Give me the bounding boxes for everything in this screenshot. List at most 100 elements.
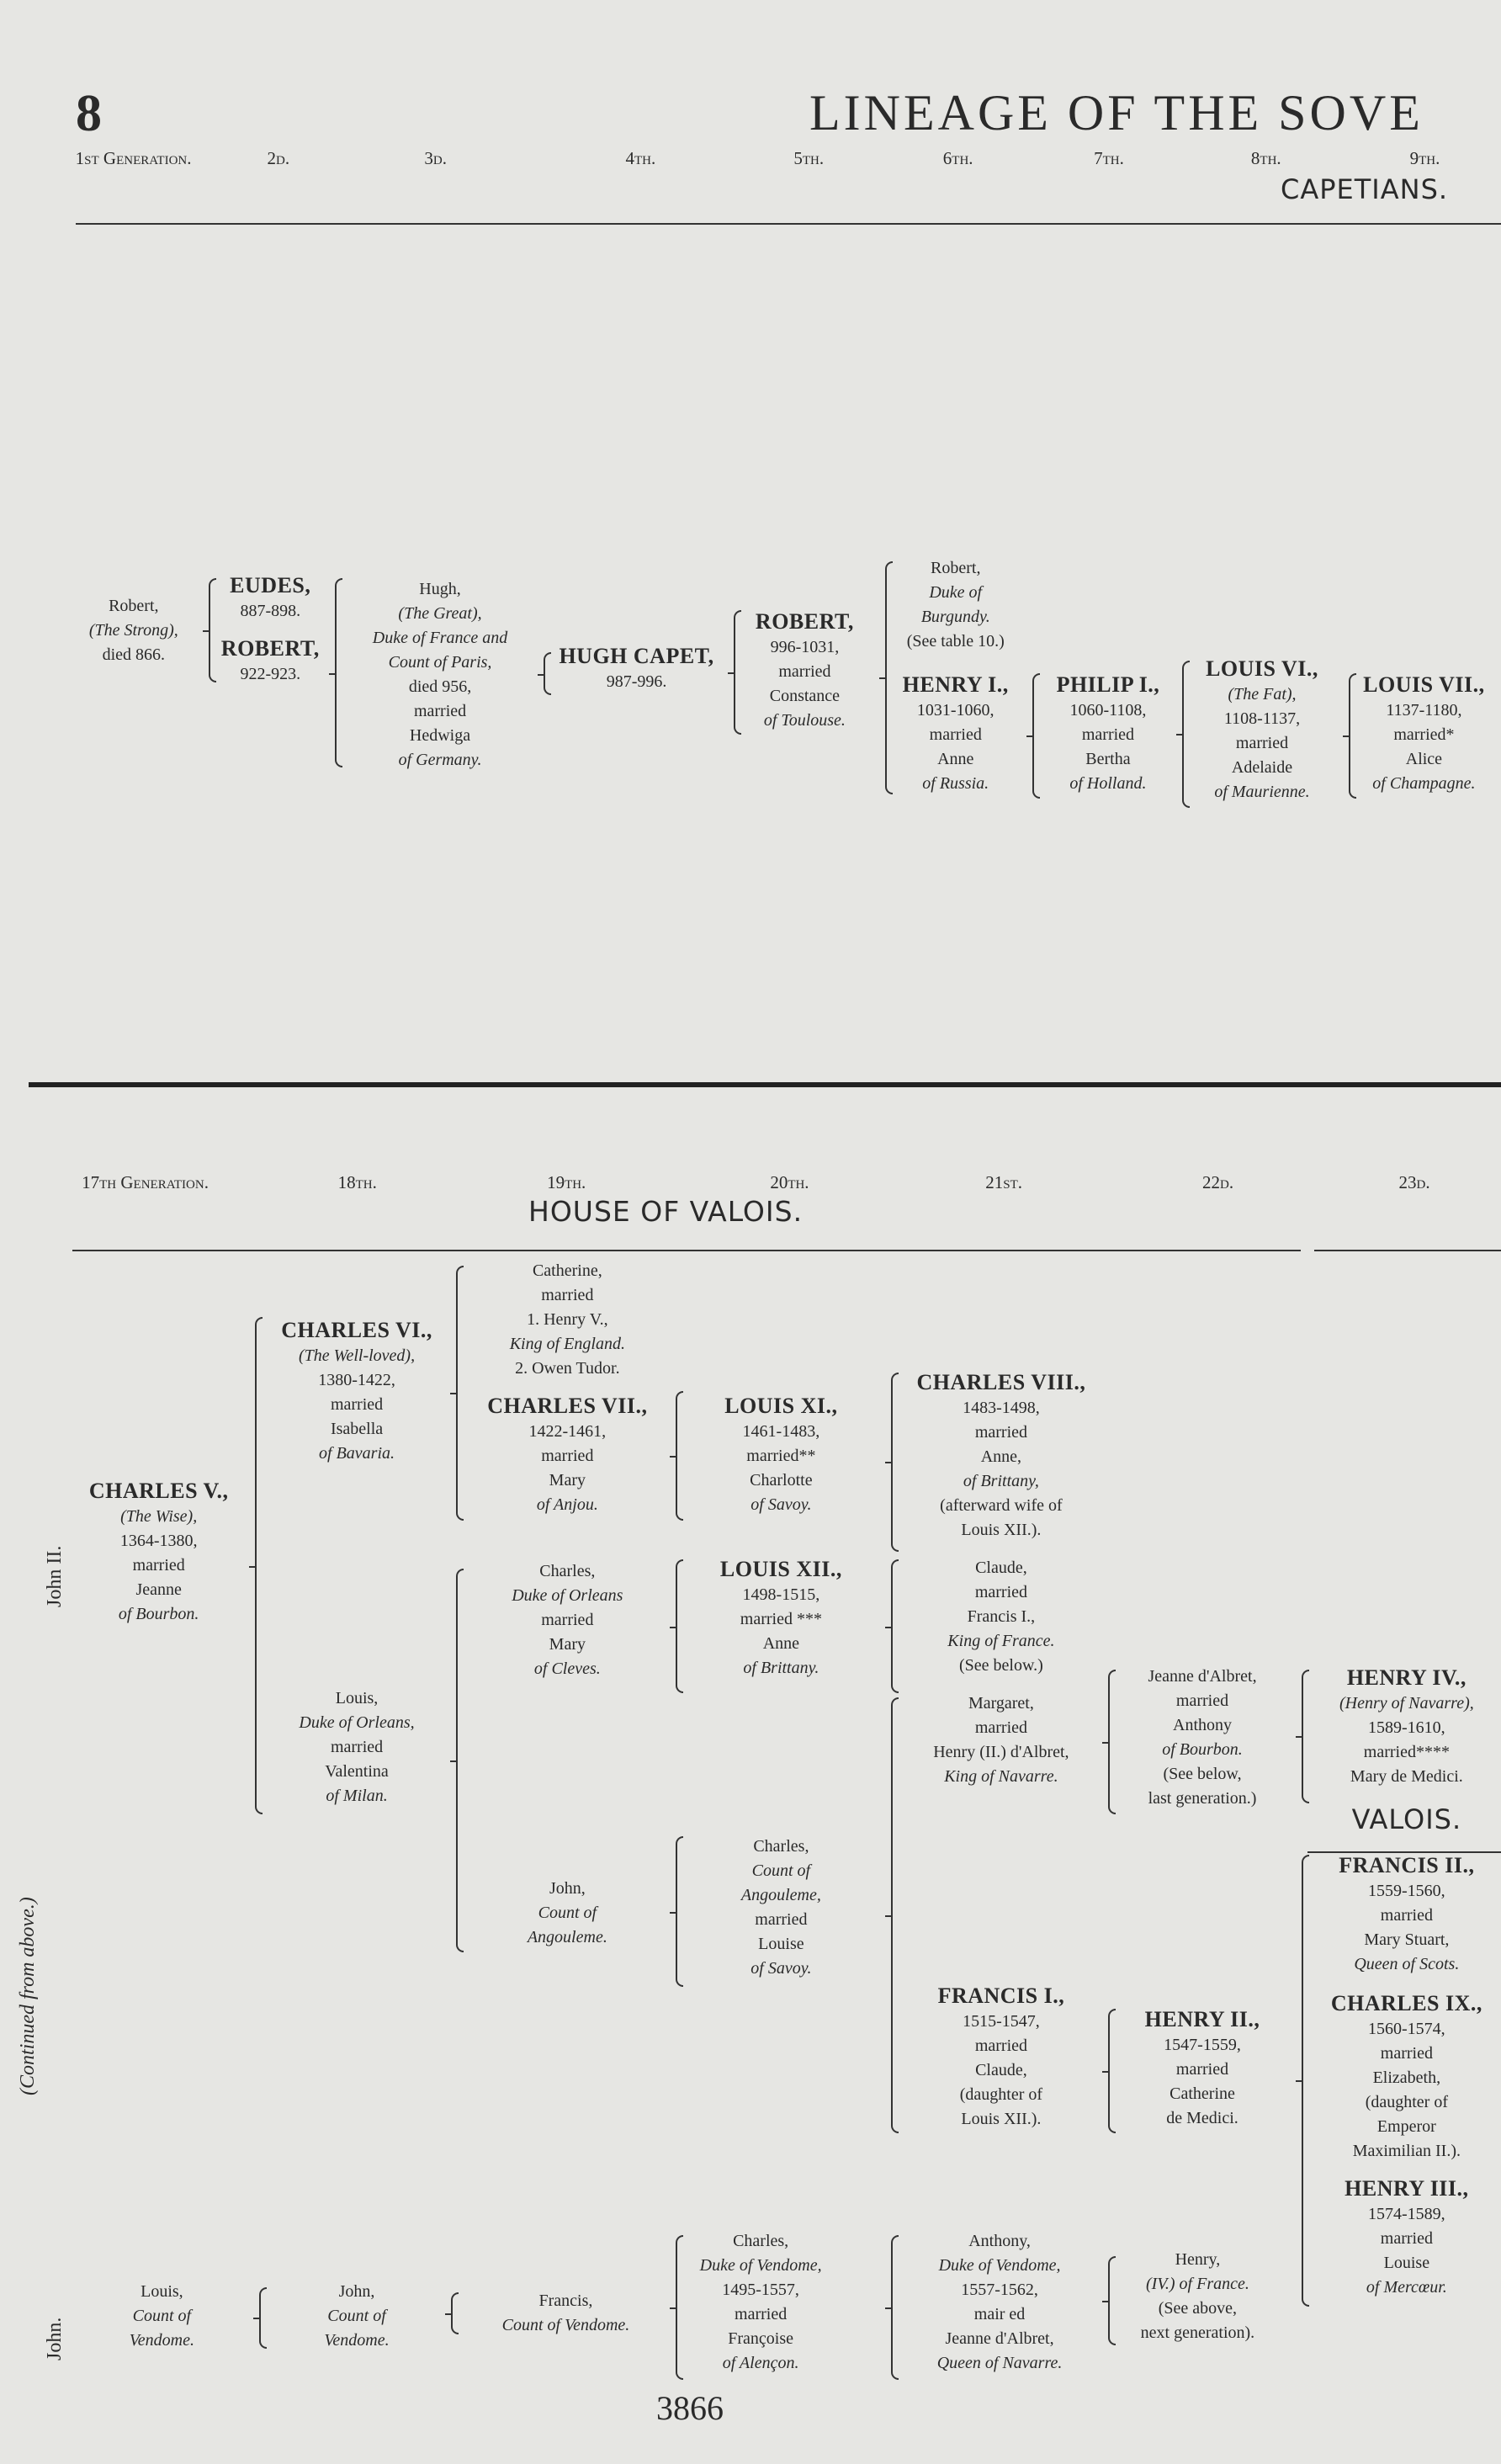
- entry-line: 887-898.: [240, 601, 301, 620]
- brace: [538, 652, 552, 695]
- entry-line: King of Navarre.: [944, 1766, 1058, 1786]
- entry-line: 1515-1547,: [963, 2011, 1040, 2031]
- entry-line: Charlotte: [750, 1471, 813, 1490]
- brace: [449, 1265, 464, 1521]
- entry-line: married: [1081, 725, 1135, 744]
- entry-line: of Savoy.: [750, 1958, 812, 1978]
- entry-line: 1108-1137,: [1223, 709, 1301, 728]
- sovereign-name: PHILIP I.,: [1056, 672, 1160, 697]
- entry-line: Vendome.: [129, 2330, 194, 2350]
- entry-line: Catherine: [1170, 2084, 1235, 2103]
- entry-line: married: [929, 725, 982, 744]
- entry-line: 922-923.: [240, 664, 301, 683]
- entry-line: 1498-1515,: [742, 1585, 820, 1605]
- entry-line: (daughter of: [959, 2084, 1043, 2104]
- entry-line: Duke of Vendome,: [938, 2255, 1061, 2275]
- entry-line: married: [330, 1395, 384, 1415]
- entry-line: Valentina: [325, 1762, 389, 1782]
- entry-line: Elizabeth,: [1372, 2068, 1441, 2087]
- entry-line: 1422-1461,: [528, 1422, 607, 1442]
- genealogy-entry: Hugh, (The Great), Duke of France and Count…: [297, 577, 583, 773]
- entry-line: (afterward wife of: [940, 1496, 1063, 1516]
- sovereign-name: LOUIS VII.,: [1363, 672, 1485, 697]
- genealogy-entry: John, Count of Angouleme.: [424, 1877, 710, 1950]
- entry-line: married: [1235, 733, 1289, 752]
- sovereign-name: CHARLES VIII.,: [916, 1370, 1086, 1395]
- genealogy-entry: Henry, (IV.) of France. (See above, next ge…: [1054, 2248, 1340, 2345]
- entry-line: 1547-1559,: [1164, 2035, 1241, 2054]
- side-label-continued: (Continued from above.): [17, 1897, 39, 2095]
- entry-line: of Cleves.: [533, 1659, 601, 1679]
- entry-line: Catherine,: [532, 1261, 602, 1281]
- genealogy-entry: LOUIS VI., (The Fat), 1108-1137, married Ade…: [1119, 656, 1405, 805]
- entry-line: (The Great),: [398, 603, 482, 623]
- entry-line: Anne,: [980, 1447, 1022, 1467]
- valois-bracket-line-right: [1314, 1250, 1501, 1251]
- generation-label: 20th.: [770, 1172, 809, 1192]
- entry-line: Mary: [549, 1635, 586, 1654]
- brace: [878, 560, 893, 794]
- sovereign-name: LOUIS VI.,: [1206, 656, 1318, 681]
- entry-line: of Mercœur.: [1366, 2278, 1447, 2297]
- generation-label: 1st Generation.: [75, 148, 192, 168]
- genealogy-entry: John, Count of Vendome.: [214, 2280, 500, 2353]
- entry-line: Louise: [758, 1934, 804, 1953]
- genealogy-entry: HENRY IV., (Henry of Navarre), 1589-1610, m…: [1264, 1665, 1501, 1789]
- entry-line: (The Fat),: [1228, 684, 1297, 704]
- entry-line: Margaret,: [968, 1693, 1034, 1713]
- brace: [1101, 1669, 1116, 1814]
- generation-label: 3d.: [424, 148, 447, 168]
- generation-label: 23d.: [1398, 1172, 1430, 1192]
- entry-line: Mary de Medici.: [1350, 1767, 1463, 1787]
- sovereign-name: CHARLES IX.,: [1330, 1990, 1482, 2015]
- brace: [1101, 2009, 1116, 2134]
- entry-line: (See above,: [1158, 2299, 1238, 2318]
- entry-line: of Bavaria.: [319, 1444, 395, 1463]
- generation-label: 6th.: [942, 148, 973, 168]
- genealogy-entry: Charles, Duke of Vendome, 1495-1557, marrie…: [618, 2229, 904, 2376]
- entry-line: 1574-1589,: [1368, 2205, 1445, 2224]
- entry-line: 1031-1060,: [916, 700, 994, 720]
- generation-label: 17th Generation.: [82, 1172, 209, 1192]
- entry-line: Robert,: [109, 597, 159, 616]
- entry-line: (daughter of: [1365, 2092, 1448, 2111]
- entry-line: Queen of Scots.: [1354, 1954, 1460, 1973]
- genealogy-entry: HENRY I., 1031-1060, married Anne of Russia.: [813, 672, 1099, 796]
- house-of-valois-heading: HOUSE OF VALOIS.: [528, 1195, 804, 1228]
- generation-label: 7th.: [1094, 148, 1124, 168]
- entry-line: Count of Vendome.: [501, 2315, 630, 2334]
- entry-line: Duke of: [929, 583, 983, 603]
- entry-line: 1. Henry V.,: [527, 1310, 608, 1330]
- entry-line: 1495-1557,: [722, 2280, 799, 2299]
- entry-line: of Anjou.: [536, 1495, 598, 1515]
- entry-line: married: [541, 1447, 594, 1466]
- entry-line: Francis,: [538, 2291, 593, 2310]
- entry-line: Count of: [751, 1861, 811, 1880]
- genealogy-entry: CHARLES VII., 1422-1461, married Mary of Anj…: [424, 1393, 710, 1517]
- genealogy-entry: PHILIP I., 1060-1108, married Bertha of Holl…: [965, 672, 1251, 796]
- brace: [1101, 2255, 1116, 2346]
- genealogy-entry: Louis, Count of Vendome.: [19, 2280, 305, 2353]
- entry-line: Charles,: [753, 1836, 809, 1856]
- entry-line: next generation).: [1140, 2323, 1255, 2343]
- entry-line: Alice: [1405, 749, 1443, 768]
- entry-line: Charles,: [733, 2231, 789, 2250]
- entry-line: married: [132, 1555, 185, 1575]
- entry-line: Mary Stuart,: [1364, 1930, 1450, 1949]
- entry-line: of Germany.: [398, 750, 482, 769]
- genealogy-entry: Francis, Count of Vendome.: [422, 2289, 708, 2338]
- entry-line: Anthony,: [968, 2231, 1031, 2250]
- brace: [1295, 1669, 1309, 1803]
- entry-line: married: [1175, 1691, 1229, 1711]
- sovereign-name: HUGH CAPET,: [559, 644, 714, 668]
- brace: [328, 578, 342, 767]
- entry-line: of Milan.: [326, 1787, 388, 1806]
- genealogy-entry: FRANCIS II., 1559-1560, married Mary Stuart…: [1264, 1852, 1501, 1977]
- brace: [670, 1559, 684, 1694]
- generation-label: 9th.: [1409, 148, 1440, 168]
- entry-line: Duke of Orleans,: [299, 1713, 415, 1733]
- entry-line: Burgundy.: [920, 608, 990, 627]
- sovereign-name: HENRY II.,: [1144, 2006, 1260, 2031]
- genealogy-entry: Robert, (The Strong), died 866.: [0, 594, 277, 667]
- entry-line: married: [1380, 2043, 1433, 2063]
